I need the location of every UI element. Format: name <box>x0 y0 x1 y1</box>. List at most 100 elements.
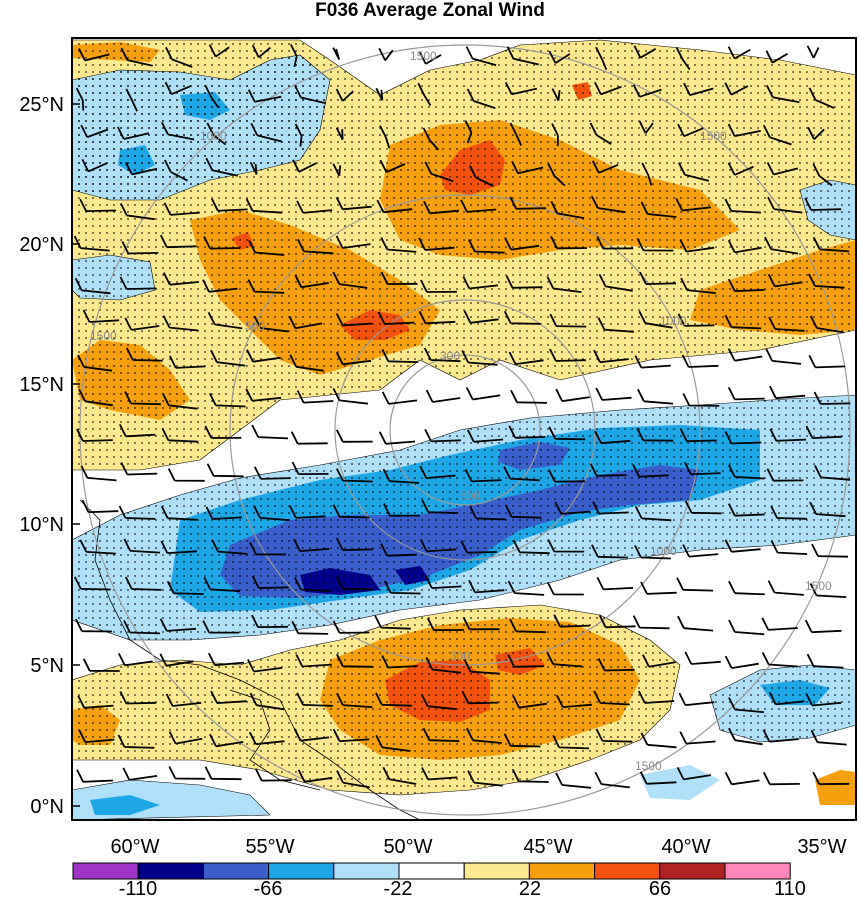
stipple-south <box>72 605 680 795</box>
wind-barb <box>203 236 241 250</box>
wind-barb <box>204 84 219 108</box>
wind-barb <box>335 235 371 249</box>
wind-barb <box>249 161 258 175</box>
wind-barb <box>511 768 549 783</box>
wind-barb <box>465 387 501 401</box>
wind-barb <box>382 468 420 484</box>
wind-barb <box>294 85 327 105</box>
plot-frame <box>71 37 857 821</box>
colorbar-swatch <box>137 862 204 880</box>
wind-barb <box>640 201 677 218</box>
wind-barb <box>464 468 502 483</box>
wind-barb <box>461 690 499 705</box>
wind-barb <box>548 426 586 441</box>
wind-barb <box>507 580 545 596</box>
wind-barb <box>808 273 845 289</box>
wind-barb <box>291 461 329 475</box>
wind-barb <box>335 429 373 443</box>
wind-barb <box>420 693 457 710</box>
wind-barb <box>765 348 802 365</box>
wind-barb <box>512 695 548 709</box>
wind-barb <box>509 196 547 210</box>
wind-barb <box>420 279 457 293</box>
wind-barb <box>812 236 850 253</box>
wind-barb <box>421 499 459 514</box>
ring-label: 1500 <box>635 759 662 773</box>
wind-barb <box>248 731 285 746</box>
wind-barb <box>593 349 629 364</box>
wind-barb <box>419 465 456 479</box>
wind-barb <box>683 82 714 96</box>
wind-barb <box>555 388 590 403</box>
wind-barb <box>555 772 592 789</box>
wind-barb <box>119 202 155 221</box>
wind-barb <box>678 692 715 706</box>
wind-barb <box>335 88 354 102</box>
wind-barb <box>421 767 458 781</box>
wind-barb <box>682 393 720 407</box>
wind-barb <box>82 658 120 672</box>
wind-barb <box>469 165 494 187</box>
wind-barb <box>768 691 805 706</box>
wind-barb <box>159 618 197 632</box>
wind-barb <box>381 391 418 405</box>
wind-barb <box>466 429 504 443</box>
wind-barb <box>804 619 842 634</box>
wind-barb <box>332 620 370 634</box>
wind-barb <box>251 44 271 58</box>
wind-barb <box>336 653 373 668</box>
wind-barb <box>727 348 763 362</box>
lon-label: 55°W <box>245 836 294 858</box>
wind-barb <box>289 354 325 372</box>
wind-barb <box>296 692 333 707</box>
wind-barb <box>204 766 242 781</box>
wind-barb <box>168 355 206 369</box>
wind-barb <box>76 769 113 783</box>
wind-barb <box>548 50 571 64</box>
coastline <box>79 499 421 820</box>
wind-barb <box>426 617 464 631</box>
wind-barb <box>506 46 539 66</box>
wind-barb <box>805 425 843 439</box>
wind-barb <box>381 655 418 669</box>
colorbar-label: 66 <box>649 878 671 900</box>
wind-barb <box>553 614 591 628</box>
ring-label: 1000 <box>200 129 227 143</box>
wind-barb <box>676 577 714 592</box>
wind-barb <box>463 659 501 675</box>
wind-barb <box>117 652 153 667</box>
lon-label: 35°W <box>797 836 846 858</box>
wind-barb <box>806 45 820 59</box>
wind-barb <box>552 734 590 750</box>
wind-barb <box>805 693 842 707</box>
wind-barb <box>380 543 417 557</box>
wind-barb <box>162 272 199 286</box>
wind-barb <box>676 766 712 781</box>
wind-barb <box>247 279 285 294</box>
wind-barb <box>503 310 541 325</box>
wind-barb <box>377 311 415 325</box>
wind-barb <box>728 727 763 746</box>
wind-barb <box>637 690 675 704</box>
wind-barb <box>424 161 454 183</box>
wind-barb <box>294 123 303 147</box>
colorbar-swatch <box>268 862 335 880</box>
stipple-nw <box>72 55 330 200</box>
lat-label: 0°N <box>30 796 64 818</box>
wind-barb <box>634 355 671 369</box>
wind-barb <box>465 46 497 66</box>
wind-barb <box>684 651 721 665</box>
wind-barb <box>422 127 440 151</box>
wind-barb <box>418 237 455 251</box>
wind-barb <box>207 311 243 330</box>
wind-barb <box>332 47 341 61</box>
wind-barb <box>675 46 691 71</box>
colorbar-swatch <box>528 862 596 880</box>
wind-barb <box>546 276 582 293</box>
wind-barb <box>246 349 281 363</box>
wind-barb <box>728 697 764 714</box>
wind-barb <box>551 123 559 147</box>
light-blue-sse <box>640 765 720 800</box>
wind-barb <box>727 278 765 292</box>
